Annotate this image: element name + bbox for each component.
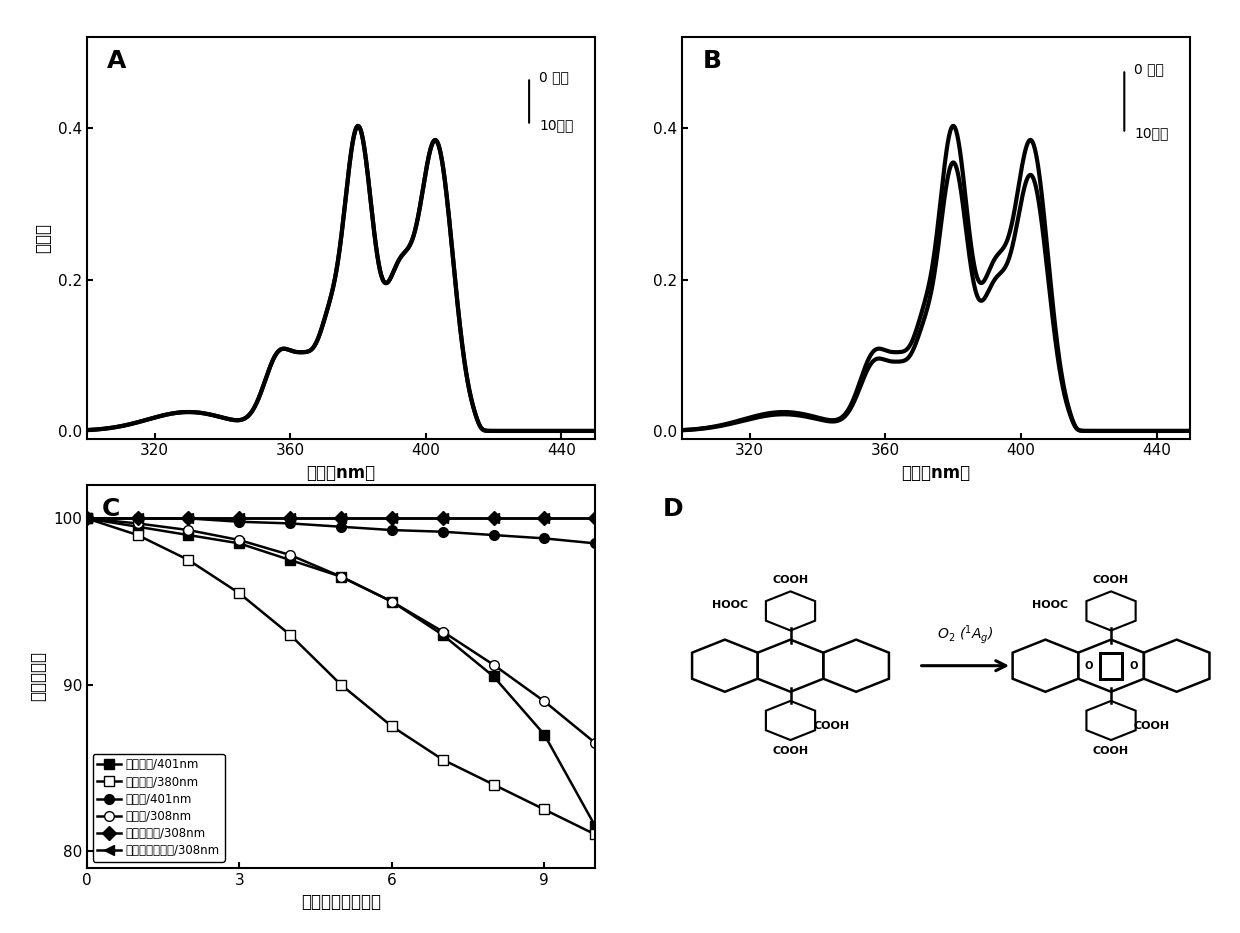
单胶束/308nm bbox=[334, 571, 348, 582]
单胶束/308nm bbox=[588, 737, 603, 748]
复合胶束/401nm bbox=[486, 671, 501, 682]
只有敏化剂/308nm bbox=[130, 513, 145, 524]
复合胶束/401nm bbox=[79, 513, 94, 524]
Text: COOH: COOH bbox=[773, 576, 808, 585]
复合胶束/380nm bbox=[334, 679, 348, 690]
复合胶束无光照/308nm bbox=[79, 513, 94, 524]
只有敏化剂/308nm bbox=[486, 513, 501, 524]
Line: 复合胶束/401nm: 复合胶束/401nm bbox=[82, 513, 600, 831]
复合胶束/401nm bbox=[384, 596, 399, 607]
复合胶束/380nm bbox=[79, 513, 94, 524]
单胶束/308nm bbox=[384, 596, 399, 607]
Line: 单胶束/401nm: 单胶束/401nm bbox=[82, 513, 600, 549]
复合胶束/380nm bbox=[283, 629, 298, 640]
X-axis label: 光照时间（分钟）: 光照时间（分钟） bbox=[301, 893, 381, 912]
复合胶束/401nm bbox=[537, 729, 552, 740]
Legend: 复合胶束/401nm, 复合胶束/380nm, 单胶束/401nm, 单胶束/308nm, 只有敏化剂/308nm, 复合胶束无光照/308nm: 复合胶束/401nm, 复合胶束/380nm, 单胶束/401nm, 单胶束/3… bbox=[93, 754, 224, 862]
复合胶束无光照/308nm bbox=[130, 513, 145, 524]
只有敏化剂/308nm bbox=[232, 513, 247, 524]
Text: C: C bbox=[102, 496, 120, 521]
Text: 0 分钟: 0 分钟 bbox=[1135, 63, 1164, 77]
Y-axis label: 相对吸光値: 相对吸光値 bbox=[30, 651, 47, 702]
只有敏化剂/308nm bbox=[181, 513, 196, 524]
Text: O: O bbox=[1130, 661, 1138, 671]
复合胶束/401nm bbox=[588, 820, 603, 831]
单胶束/401nm bbox=[130, 513, 145, 524]
X-axis label: 波长（nm）: 波长（nm） bbox=[901, 464, 971, 482]
复合胶束/380nm bbox=[181, 554, 196, 565]
复合胶束/380nm bbox=[130, 529, 145, 540]
单胶束/308nm bbox=[486, 660, 501, 671]
复合胶束无光照/308nm bbox=[334, 513, 348, 524]
Text: HOOC: HOOC bbox=[1032, 600, 1069, 610]
Text: 10分钟: 10分钟 bbox=[1135, 127, 1169, 141]
单胶束/401nm bbox=[334, 522, 348, 533]
Text: O: O bbox=[1084, 661, 1092, 671]
只有敏化剂/308nm bbox=[537, 513, 552, 524]
Text: O$_2$ ($^1$A$_g$): O$_2$ ($^1$A$_g$) bbox=[937, 622, 993, 646]
单胶束/308nm bbox=[79, 513, 94, 524]
只有敏化剂/308nm bbox=[435, 513, 450, 524]
复合胶束无光照/308nm bbox=[486, 513, 501, 524]
复合胶束/401nm bbox=[181, 529, 196, 540]
单胶束/401nm bbox=[79, 513, 94, 524]
复合胶束/380nm bbox=[384, 720, 399, 731]
复合胶束无光照/308nm bbox=[181, 513, 196, 524]
单胶束/308nm bbox=[283, 550, 298, 561]
复合胶束/380nm bbox=[435, 754, 450, 765]
单胶束/401nm bbox=[181, 513, 196, 524]
复合胶束/380nm bbox=[486, 779, 501, 790]
复合胶束/401nm bbox=[232, 537, 247, 549]
单胶束/308nm bbox=[181, 524, 196, 536]
复合胶束无光照/308nm bbox=[232, 513, 247, 524]
单胶束/308nm bbox=[130, 518, 145, 529]
复合胶束无光照/308nm bbox=[537, 513, 552, 524]
Line: 复合胶束/380nm: 复合胶束/380nm bbox=[82, 513, 600, 840]
复合胶束无光照/308nm bbox=[435, 513, 450, 524]
单胶束/401nm bbox=[588, 537, 603, 549]
只有敏化剂/308nm bbox=[384, 513, 399, 524]
单胶束/308nm bbox=[232, 535, 247, 546]
单胶束/401nm bbox=[283, 518, 298, 529]
Text: COOH: COOH bbox=[813, 721, 849, 731]
Text: D: D bbox=[662, 497, 683, 522]
Text: COOH: COOH bbox=[1092, 746, 1130, 756]
复合胶束/401nm bbox=[283, 554, 298, 565]
单胶束/401nm bbox=[486, 529, 501, 540]
单胶束/308nm bbox=[435, 626, 450, 637]
只有敏化剂/308nm bbox=[588, 513, 603, 524]
只有敏化剂/308nm bbox=[79, 513, 94, 524]
复合胶束/380nm bbox=[232, 588, 247, 599]
单胶束/401nm bbox=[537, 533, 552, 544]
Text: COOH: COOH bbox=[773, 746, 808, 756]
Text: A: A bbox=[107, 49, 126, 74]
复合胶束无光照/308nm bbox=[588, 513, 603, 524]
复合胶束/401nm bbox=[130, 522, 145, 533]
复合胶束/401nm bbox=[334, 571, 348, 582]
Text: HOOC: HOOC bbox=[712, 600, 748, 610]
单胶束/401nm bbox=[232, 516, 247, 527]
复合胶束/380nm bbox=[588, 829, 603, 840]
X-axis label: 波长（nm）: 波长（nm） bbox=[306, 464, 376, 482]
Line: 单胶束/308nm: 单胶束/308nm bbox=[82, 513, 600, 748]
单胶束/401nm bbox=[384, 524, 399, 536]
只有敏化剂/308nm bbox=[283, 513, 298, 524]
只有敏化剂/308nm bbox=[334, 513, 348, 524]
单胶束/308nm bbox=[537, 696, 552, 707]
复合胶束无光照/308nm bbox=[283, 513, 298, 524]
Y-axis label: 吸光値: 吸光値 bbox=[35, 223, 52, 253]
复合胶束/401nm bbox=[435, 629, 450, 640]
复合胶束无光照/308nm bbox=[384, 513, 399, 524]
Text: COOH: COOH bbox=[1092, 576, 1130, 585]
Line: 复合胶束无光照/308nm: 复合胶束无光照/308nm bbox=[82, 513, 600, 523]
复合胶束/380nm bbox=[537, 804, 552, 815]
单胶束/401nm bbox=[435, 526, 450, 537]
Text: B: B bbox=[702, 49, 722, 74]
Line: 只有敏化剂/308nm: 只有敏化剂/308nm bbox=[82, 513, 600, 523]
Text: COOH: COOH bbox=[1133, 721, 1169, 731]
Text: 10分钟: 10分钟 bbox=[539, 118, 574, 132]
Text: 0 分钟: 0 分钟 bbox=[539, 70, 569, 85]
